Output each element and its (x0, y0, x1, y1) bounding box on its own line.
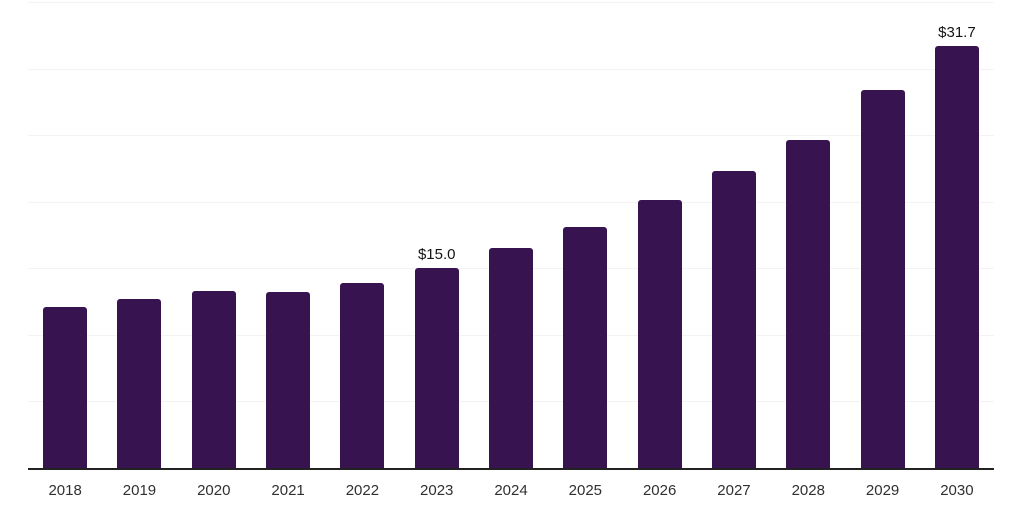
value-label-2023: $15.0 (417, 246, 456, 264)
x-tick-label-2025: 2025 (568, 482, 603, 499)
bar-slot-2019 (102, 2, 176, 468)
bar-2021 (266, 292, 311, 468)
x-tick-label-2026: 2026 (642, 482, 677, 499)
bar-2026 (637, 200, 682, 468)
bar-2025 (563, 227, 608, 468)
bar-2020 (191, 290, 236, 468)
bar-slot-2025 (548, 2, 622, 468)
bar-2027 (711, 171, 756, 468)
gridline-30 (28, 68, 994, 70)
x-tick-label-2027: 2027 (717, 482, 751, 499)
x-tick-label-2028: 2028 (791, 482, 825, 499)
x-tick-label-2021: 2021 (271, 482, 305, 499)
x-tick-label-2030: 2030 (940, 482, 974, 499)
plot-area: $15.0 $31.7 (28, 2, 994, 470)
bar-slot-2027 (697, 2, 771, 468)
bar-2023 (414, 268, 459, 468)
bar-2022 (340, 282, 385, 468)
bar-slot-2021 (251, 2, 325, 468)
bar-slot-2029 (845, 2, 919, 468)
x-tick-label-2018: 2018 (48, 482, 82, 499)
bar-slot-2030: $31.7 (920, 2, 994, 468)
x-tick-label-2022: 2022 (345, 482, 380, 499)
bar-2030 (934, 45, 979, 468)
bar-2028 (786, 140, 831, 468)
bar-slot-2018 (28, 2, 102, 468)
x-axis-labels: 2018 2019 2020 2021 2022 2023 2024 2025 2026 2027… (28, 482, 994, 499)
x-tick-label-2024: 2024 (494, 482, 528, 499)
bar-2029 (860, 89, 905, 468)
x-tick-label-2019: 2019 (122, 482, 157, 499)
bars-layer: $15.0 $31.7 (28, 2, 994, 468)
gridline-35 (28, 2, 994, 3)
bar-slot-2020 (177, 2, 251, 468)
value-label-2030: $31.7 (938, 23, 976, 41)
bar-slot-2023: $15.0 (400, 2, 474, 468)
x-tick-label-2023: 2023 (420, 482, 454, 499)
x-tick-label-2029: 2029 (865, 482, 900, 499)
bar-2024 (489, 248, 534, 468)
gridline-25 (28, 135, 994, 137)
bar-slot-2026 (623, 2, 697, 468)
bar-2019 (117, 298, 162, 468)
bar-slot-2024 (474, 2, 548, 468)
bar-slot-2028 (771, 2, 845, 468)
bar-slot-2022 (325, 2, 399, 468)
gridline-20 (28, 201, 994, 203)
x-tick-label-2020: 2020 (197, 482, 231, 499)
bar-2018 (43, 306, 88, 468)
